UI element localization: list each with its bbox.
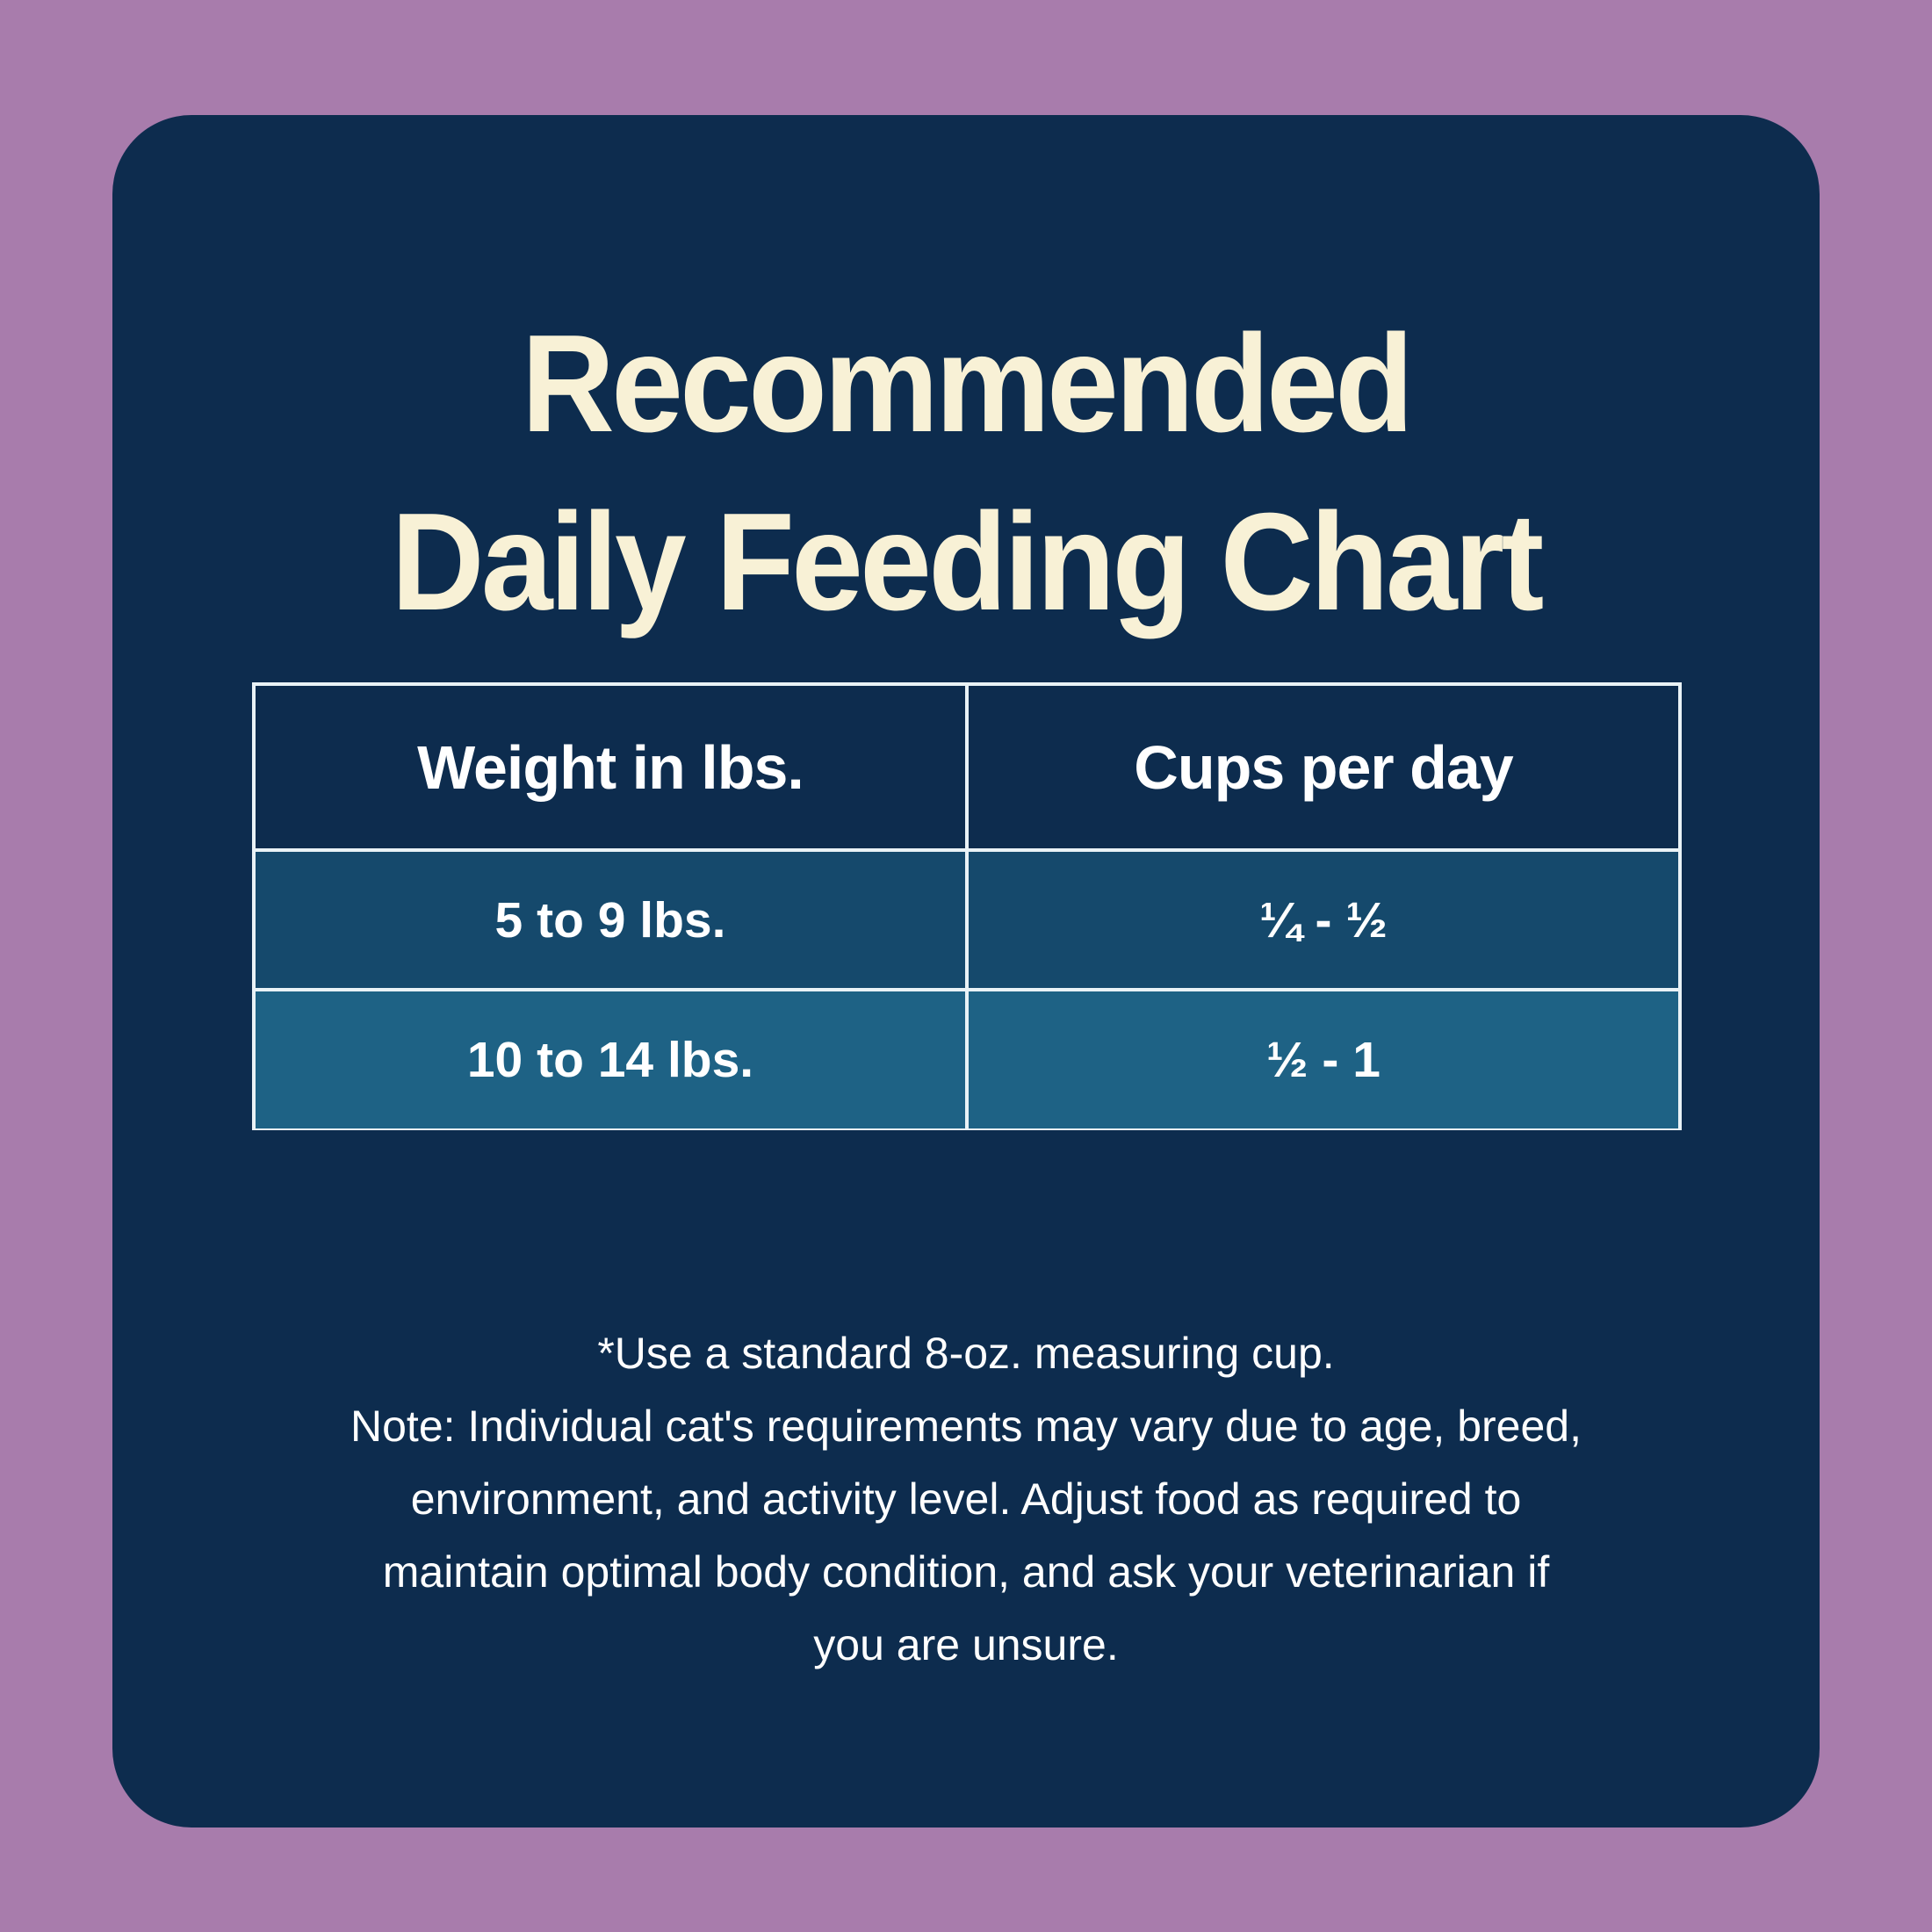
footnote: *Use a standard 8-oz. measuring cup. Not… — [0, 1317, 1932, 1682]
feeding-table: Weight in lbs. Cups per day 5 to 9 lbs. … — [252, 682, 1682, 1130]
footnote-line-4: maintain optimal body condition, and ask… — [382, 1547, 1550, 1597]
footnote-line-5: you are unsure. — [813, 1620, 1119, 1669]
page-title-line-2: Daily Feeding Chart — [391, 485, 1544, 639]
footnote-line-1: *Use a standard 8-oz. measuring cup. — [597, 1329, 1335, 1378]
page-title: Recommended Daily Feeding Chart — [112, 295, 1820, 652]
page-title-line-1: Recommended — [521, 306, 1414, 461]
footnote-line-3: environment, and activity level. Adjust … — [410, 1474, 1522, 1524]
table-row-2-cups: ½ - 1 — [969, 991, 1678, 1128]
table-row-1-weight: 5 to 9 lbs. — [256, 852, 965, 988]
table-row-1-cups: ¼ - ½ — [969, 852, 1678, 988]
column-header-weight: Weight in lbs. — [256, 686, 965, 848]
column-header-cups: Cups per day — [969, 686, 1678, 848]
table-row-2-weight: 10 to 14 lbs. — [256, 991, 965, 1128]
footnote-line-2: Note: Individual cat's requirements may … — [350, 1402, 1582, 1451]
